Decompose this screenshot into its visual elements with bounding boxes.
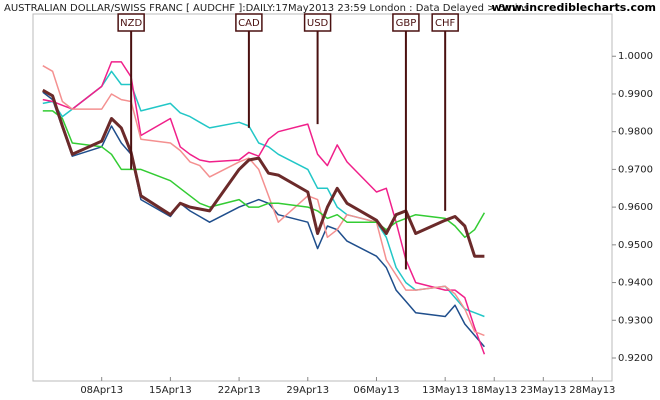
annotation-box bbox=[303, 13, 332, 32]
y-tick-label: 0.9500 bbox=[618, 240, 653, 251]
y-tick-label: 0.9900 bbox=[618, 89, 653, 100]
series-line bbox=[42, 65, 485, 337]
annotation-label: CAD bbox=[238, 18, 260, 29]
plot-frame bbox=[32, 13, 613, 382]
series-line bbox=[42, 110, 486, 239]
y-tick-label: 0.9600 bbox=[618, 202, 653, 213]
annotation-label: CHF bbox=[435, 18, 456, 29]
x-tick-label: 06May13 bbox=[353, 385, 399, 396]
site-name: www.incrediblecharts.com bbox=[492, 1, 656, 14]
series-line bbox=[42, 88, 485, 258]
series-line bbox=[42, 61, 486, 355]
y-tick-label: 0.9700 bbox=[618, 164, 653, 175]
y-tick-label: 0.9800 bbox=[618, 127, 653, 138]
x-tick-label: 29Apr13 bbox=[286, 385, 329, 396]
x-tick-label: 13May13 bbox=[422, 385, 468, 396]
chart-title: AUSTRALIAN DOLLAR/SWISS FRANC [ AUDCHF ]… bbox=[4, 3, 529, 14]
series-line bbox=[42, 70, 485, 318]
series-line bbox=[42, 91, 485, 348]
annotation-box bbox=[235, 13, 263, 32]
y-tick-label: 1.0000 bbox=[618, 51, 653, 62]
annotation-box bbox=[431, 13, 459, 32]
y-tick-label: 0.9200 bbox=[618, 353, 653, 364]
annotation-label: USD bbox=[307, 18, 329, 29]
annotation-box bbox=[392, 13, 420, 32]
x-tick-label: 28May13 bbox=[569, 385, 615, 396]
annotation-label: GBP bbox=[396, 18, 417, 29]
x-tick-label: 22Apr13 bbox=[218, 385, 261, 396]
annotation-label: NZD bbox=[120, 18, 142, 29]
x-tick-label: 18May13 bbox=[471, 385, 517, 396]
x-tick-label: 15Apr13 bbox=[149, 385, 192, 396]
x-tick-label: 08Apr13 bbox=[80, 385, 123, 396]
x-tick-label: 23May13 bbox=[520, 385, 566, 396]
y-tick-label: 0.9300 bbox=[618, 315, 653, 326]
annotation-box bbox=[117, 13, 145, 32]
y-tick-label: 0.9400 bbox=[618, 278, 653, 289]
